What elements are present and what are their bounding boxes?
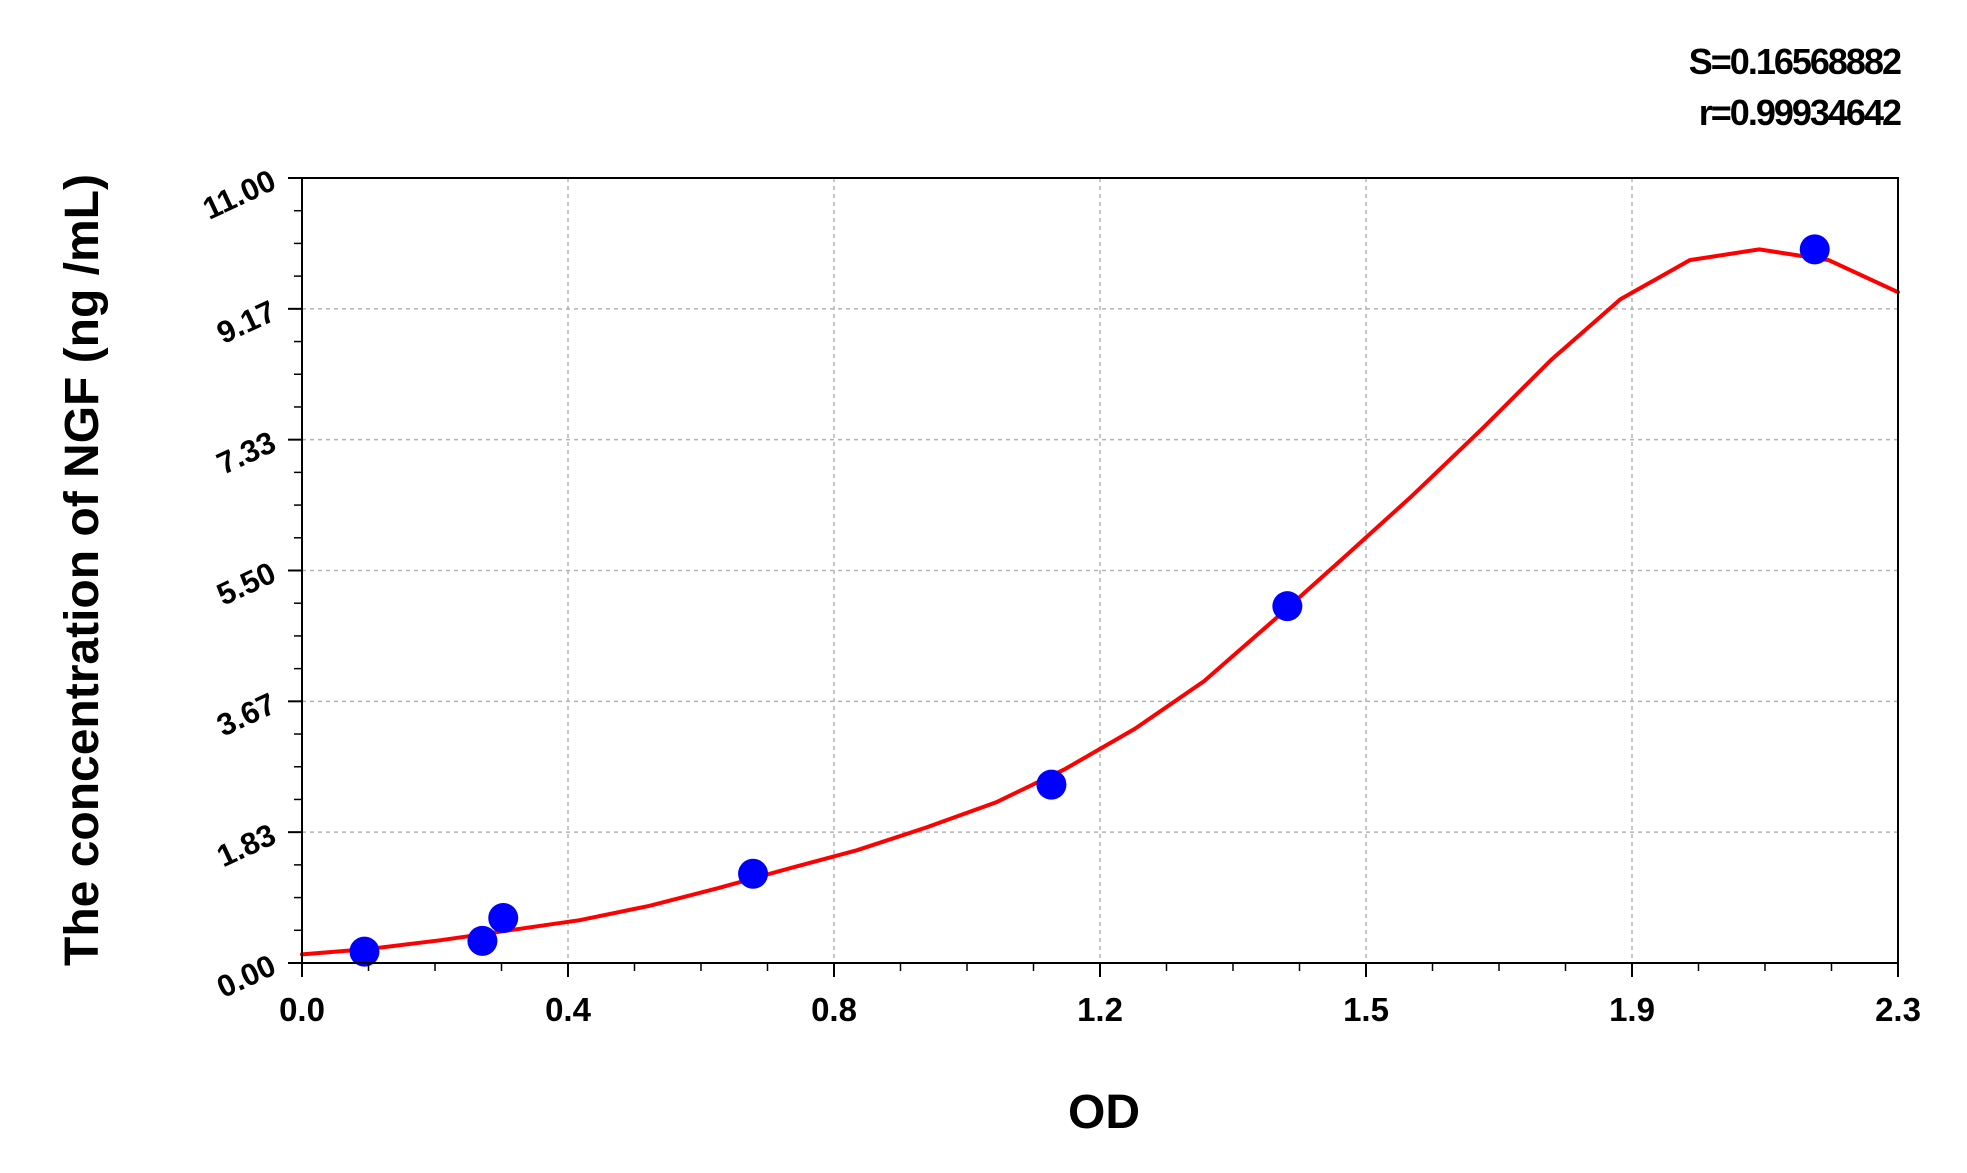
x-tick-label: 0.8 bbox=[811, 991, 857, 1028]
y-tick-label: 1.83 bbox=[211, 817, 280, 874]
fit-curve-layer bbox=[300, 247, 1900, 957]
x-tick-label: 0.4 bbox=[545, 991, 592, 1028]
data-point bbox=[488, 903, 519, 934]
y-tick-label: 5.50 bbox=[211, 555, 280, 612]
data-point bbox=[349, 936, 380, 967]
y-axis-title: The concentration of NGF (ng /mL) bbox=[56, 174, 109, 966]
y-tick-label: 7.33 bbox=[211, 424, 280, 481]
axes bbox=[288, 177, 1899, 977]
y-tick-label: 0.00 bbox=[211, 948, 280, 1005]
x-tick-label: 1.5 bbox=[1343, 991, 1389, 1028]
data-point bbox=[467, 925, 498, 956]
data-points bbox=[349, 234, 1830, 967]
x-tick-label: 1.9 bbox=[1609, 991, 1655, 1028]
grid bbox=[302, 178, 1898, 963]
data-point bbox=[738, 858, 769, 889]
y-tick-label: 11.00 bbox=[197, 163, 281, 227]
x-tick-label: 2.3 bbox=[1875, 991, 1921, 1028]
data-point bbox=[1036, 769, 1067, 800]
y-tick-label: 3.67 bbox=[211, 686, 280, 743]
tick-labels: 0.0 0.4 0.8 1.2 1.5 1.9 2.3 0.00 1.83 3.67 5.50 7.3… bbox=[197, 163, 1921, 1028]
r-statistic: r=0.99934642 bbox=[1699, 92, 1901, 133]
fit-curve-line bbox=[300, 247, 1900, 957]
x-tick-label: 1.2 bbox=[1077, 991, 1123, 1028]
s-statistic: S=0.16568882 bbox=[1689, 41, 1901, 82]
data-point bbox=[1799, 234, 1830, 265]
x-axis-title: OD bbox=[1068, 1086, 1140, 1139]
x-tick-label: 0.0 bbox=[279, 991, 325, 1028]
y-tick-label: 9.17 bbox=[211, 293, 280, 350]
data-point bbox=[1272, 591, 1303, 622]
